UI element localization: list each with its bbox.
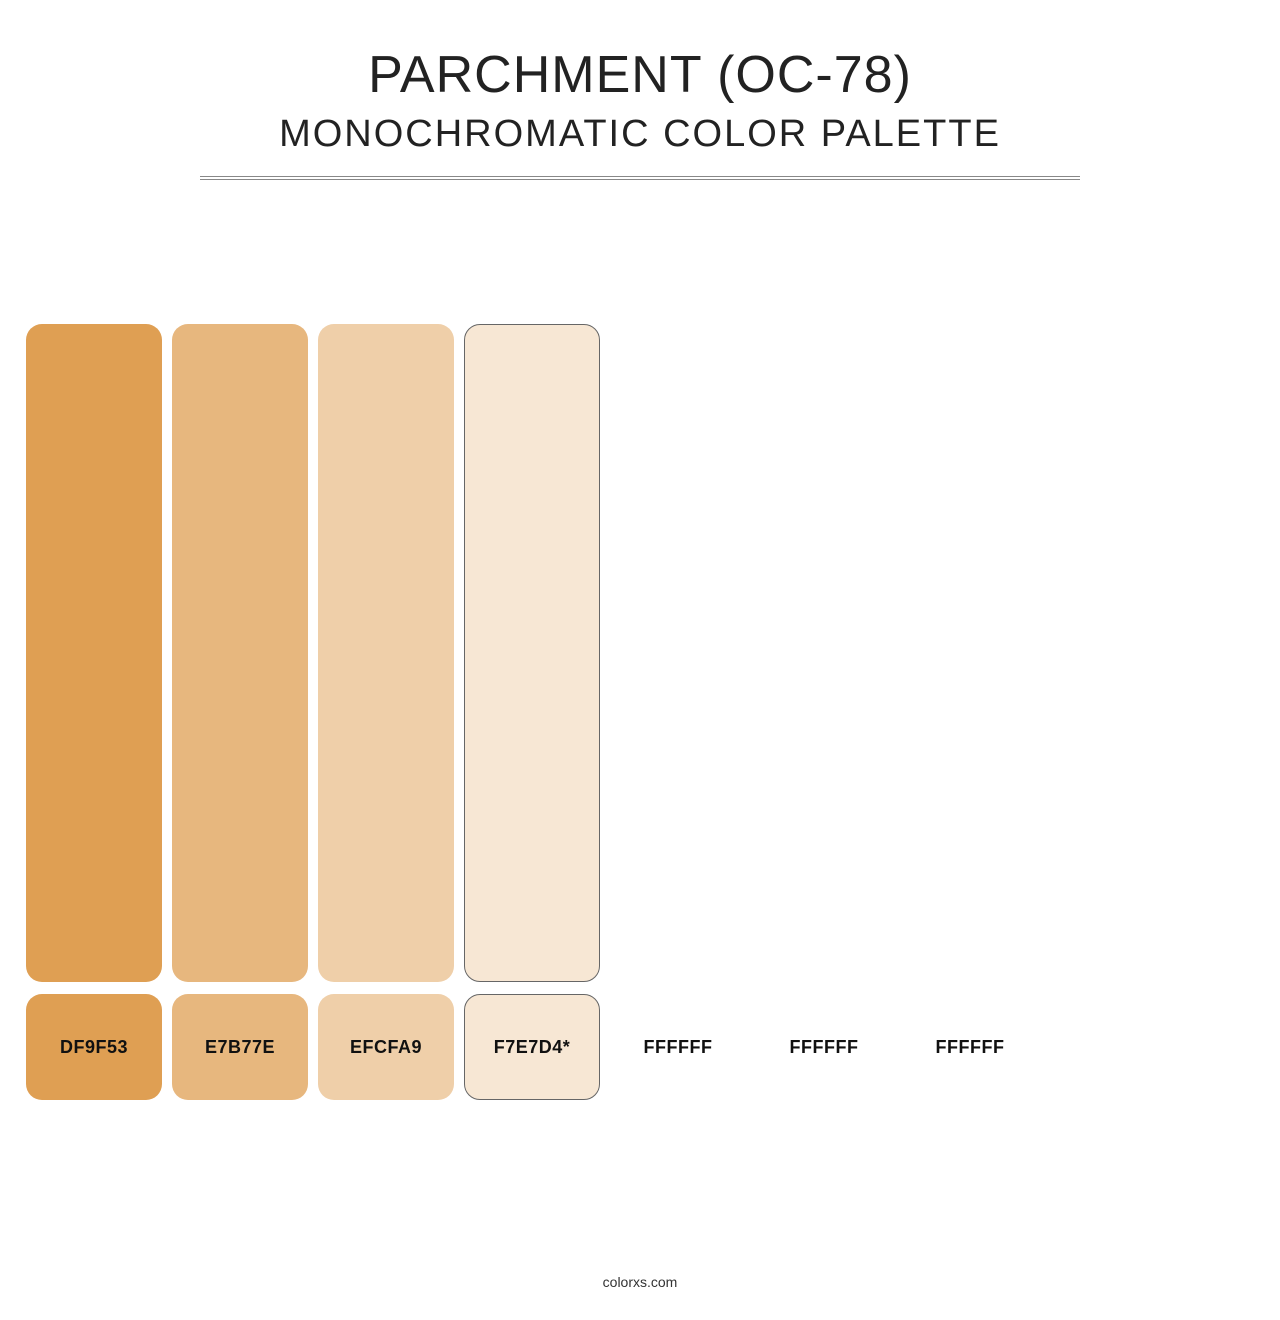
header-divider: [200, 176, 1080, 180]
tall-swatch-0: [26, 324, 162, 982]
short-swatch-0: DF9F53: [26, 994, 162, 1100]
short-swatch-6: FFFFFF: [902, 1037, 1038, 1058]
short-swatch-1: E7B77E: [172, 994, 308, 1100]
hex-label-2: EFCFA9: [350, 1037, 422, 1058]
tall-swatch-row: [26, 324, 1254, 982]
tall-swatch-2: [318, 324, 454, 982]
hex-label-0: DF9F53: [60, 1037, 128, 1058]
footer-credit: colorxs.com: [0, 1274, 1280, 1290]
hex-label-3: F7E7D4*: [494, 1037, 571, 1058]
short-swatch-5: FFFFFF: [756, 1037, 892, 1058]
header: PARCHMENT (OC-78) MONOCHROMATIC COLOR PA…: [200, 0, 1080, 180]
tall-swatch-1: [172, 324, 308, 982]
page-title: PARCHMENT (OC-78): [200, 45, 1080, 105]
page-subtitle: MONOCHROMATIC COLOR PALETTE: [200, 113, 1080, 156]
hex-label-1: E7B77E: [205, 1037, 275, 1058]
short-swatch-2: EFCFA9: [318, 994, 454, 1100]
palette-area: DF9F53 E7B77E EFCFA9 F7E7D4* FFFFFF FFFFFF FFF…: [26, 324, 1254, 1100]
tall-swatch-3: [464, 324, 600, 982]
short-swatch-3: F7E7D4*: [464, 994, 600, 1100]
hex-label-6: FFFFFF: [936, 1037, 1005, 1058]
hex-label-4: FFFFFF: [644, 1037, 713, 1058]
short-swatch-row: DF9F53 E7B77E EFCFA9 F7E7D4* FFFFFF FFFFFF FFF…: [26, 994, 1254, 1100]
short-swatch-4: FFFFFF: [610, 1037, 746, 1058]
hex-label-5: FFFFFF: [790, 1037, 859, 1058]
